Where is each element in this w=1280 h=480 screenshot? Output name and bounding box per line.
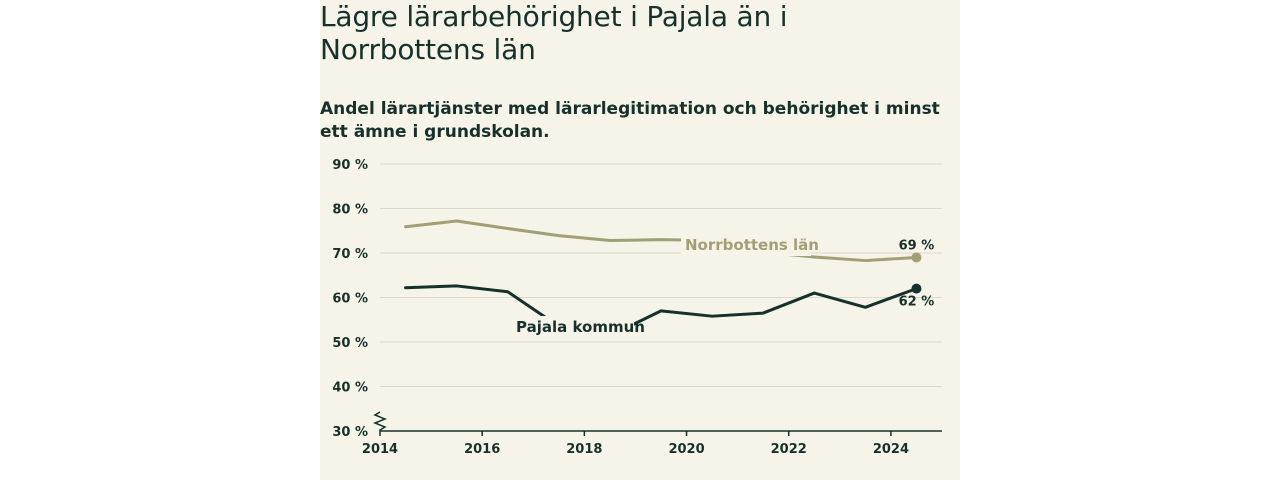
line-chart: 30 % 40 % 50 % 60 % 70 % 80 % 90 % 2014 2016 2018…	[332, 158, 942, 457]
x-tick-label: 2018	[566, 442, 602, 457]
y-tick-label: 40 %	[332, 381, 368, 396]
chart-title: Lägre lärarbehörighet i Pajala än i Norr…	[320, 0, 788, 66]
x-tick-label: 2024	[873, 442, 909, 457]
y-tick-label: 50 %	[332, 336, 368, 351]
x-tick-label: 2022	[771, 442, 807, 457]
x-tick-label: 2014	[362, 442, 398, 457]
x-tick-label: 2016	[464, 442, 500, 457]
y-tick-label: 80 %	[332, 203, 368, 218]
y-tick-label: 90 %	[332, 158, 368, 173]
y-tick-label: 30 %	[332, 425, 368, 440]
series-endpoint	[911, 283, 922, 294]
end-value-label: 69 %	[899, 238, 935, 253]
y-tick-label: 70 %	[332, 247, 368, 262]
series-label: Norrbottens län	[685, 236, 819, 254]
end-value-label: 62 %	[899, 295, 935, 310]
chart-panel: Lägre lärarbehörighet i Pajala än i Norr…	[320, 0, 960, 480]
series-line-0	[404, 219, 918, 263]
series-label: Pajala kommun	[516, 318, 645, 336]
series-endpoint	[911, 252, 922, 263]
series-line-1	[404, 284, 918, 338]
x-tick-label: 2020	[668, 442, 704, 457]
series-label-bg	[681, 234, 811, 256]
chart-subtitle: Andel lärartjänster med lärarlegitimatio…	[320, 99, 940, 142]
y-tick-label: 60 %	[332, 292, 368, 307]
series-label-bg	[512, 316, 634, 338]
axis-break-icon	[372, 411, 388, 431]
